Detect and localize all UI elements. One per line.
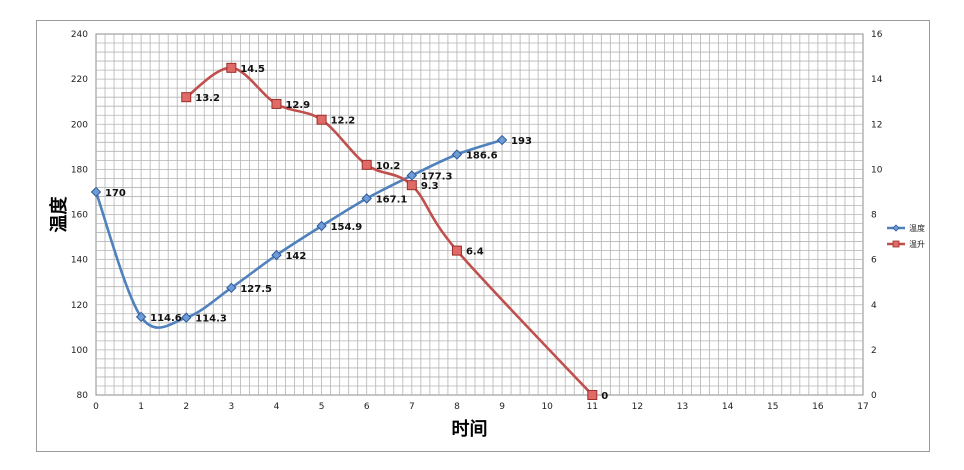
y-right-tick-label: 8 (871, 211, 877, 221)
x-tick-label: 13 (677, 402, 688, 412)
x-tick-label: 7 (409, 402, 415, 412)
data-label: 154.9 (331, 222, 363, 233)
y-left-tick-label: 80 (77, 391, 89, 401)
data-point (361, 193, 372, 204)
data-point (271, 98, 282, 109)
x-tick-label: 2 (183, 402, 189, 412)
legend-label: 温升 (909, 240, 925, 249)
data-labels: 170 114.6 114.3 127.5 142 154.9 167.1 177.3 186.… (105, 64, 608, 402)
series-line (94, 138, 503, 329)
data-label: 114.6 (150, 313, 182, 324)
data-point (496, 134, 508, 146)
y-left-tick-label: 200 (71, 120, 88, 130)
x-tick-label: 14 (722, 402, 734, 412)
data-point (90, 186, 102, 198)
legend-marker (892, 240, 900, 248)
y-left-tick-label: 100 (71, 346, 88, 356)
y-left-tick-label: 240 (71, 30, 88, 40)
x-tick-label: 0 (93, 402, 99, 412)
x-tick-label: 5 (319, 402, 325, 412)
x-tick-label: 1 (138, 402, 144, 412)
data-label: 186.6 (466, 150, 498, 161)
x-tick-label: 17 (857, 402, 868, 412)
data-point (451, 149, 463, 160)
grid (95, 33, 864, 396)
y-right-tick-label: 14 (871, 75, 883, 85)
x-tick-label: 16 (812, 402, 824, 412)
data-point (226, 62, 237, 73)
data-label: 193 (511, 136, 532, 147)
y-right-tick-label: 10 (871, 165, 883, 175)
series-temperature-rise (181, 62, 598, 400)
axes: 8010012014016018020022024002468101214160… (71, 30, 883, 412)
data-label: 127.5 (240, 284, 272, 295)
data-point (181, 312, 192, 323)
data-label: 114.3 (195, 314, 227, 325)
data-label: 142 (285, 251, 306, 262)
x-tick-label: 9 (499, 402, 505, 412)
y-right-tick-label: 12 (871, 120, 882, 130)
data-label: 0 (601, 391, 608, 402)
x-tick-label: 10 (541, 402, 553, 412)
data-label: 12.2 (331, 116, 356, 127)
x-tick-label: 15 (767, 402, 778, 412)
data-point (316, 114, 327, 125)
y-left-tick-label: 120 (71, 301, 88, 311)
data-point (361, 159, 372, 170)
data-point (451, 245, 462, 256)
series-temperature (90, 134, 508, 329)
legend-label: 温度 (909, 223, 925, 233)
y-left-tick-label: 220 (71, 75, 88, 85)
y-axis-title: 温度 (48, 196, 70, 233)
y-right-tick-label: 4 (871, 301, 877, 311)
x-tick-label: 4 (274, 402, 280, 412)
data-label: 14.5 (240, 64, 265, 75)
data-point (406, 170, 418, 181)
data-label: 6.4 (466, 247, 484, 258)
data-label: 177.3 (421, 171, 453, 182)
data-point (181, 92, 192, 103)
legend-marker (892, 224, 900, 232)
data-label: 167.1 (376, 194, 408, 205)
data-point (135, 311, 147, 323)
y-right-tick-label: 16 (871, 30, 883, 40)
y-right-tick-label: 2 (871, 346, 877, 356)
y-left-tick-label: 180 (71, 165, 88, 175)
data-label: 170 (105, 188, 126, 199)
x-axis-title: 时间 (452, 419, 488, 440)
data-label: 10.2 (376, 161, 401, 172)
x-tick-label: 3 (228, 402, 234, 412)
data-point (271, 249, 282, 261)
x-tick-label: 8 (454, 402, 460, 412)
chart-frame: 80 100 120 140 160 180 200 220 240 0 2 4 6 8 10 12 14 16 0… (36, 20, 930, 452)
data-label: 13.2 (195, 93, 220, 104)
data-point (316, 220, 327, 232)
series-layer (90, 62, 598, 400)
data-point (587, 390, 598, 400)
data-point (226, 282, 237, 294)
line-chart: 8010012014016018020022024002468101214160… (48, 30, 925, 440)
data-point (406, 180, 417, 191)
y-left-tick-label: 160 (71, 211, 88, 221)
data-label: 9.3 (421, 181, 439, 192)
data-label: 12.9 (285, 100, 310, 111)
y-right-tick-label: 6 (871, 256, 877, 266)
y-right-tick-label: 0 (871, 391, 877, 401)
x-tick-label: 6 (364, 402, 370, 412)
y-left-tick-label: 140 (71, 256, 88, 266)
x-tick-label: 11 (587, 402, 598, 412)
x-tick-label: 12 (632, 402, 643, 412)
